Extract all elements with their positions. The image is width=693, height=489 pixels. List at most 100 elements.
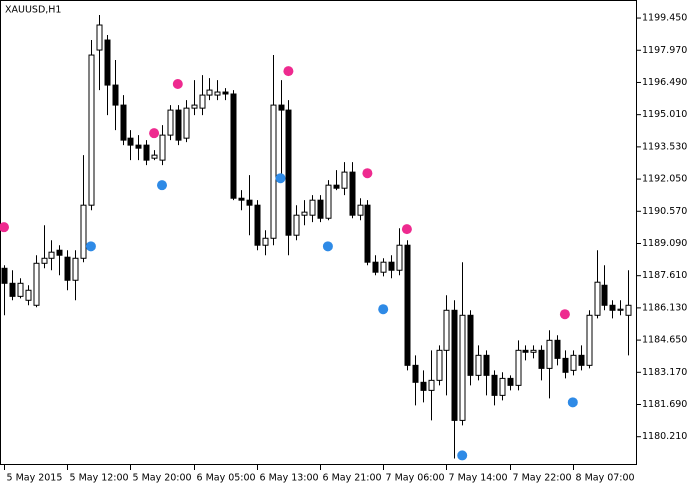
candle-body bbox=[601, 284, 608, 306]
candle-body bbox=[570, 354, 577, 371]
x-tick-label: 6 May 21:00 bbox=[323, 473, 382, 484]
candle-body bbox=[112, 84, 119, 106]
candle-body bbox=[538, 349, 545, 369]
candle-body bbox=[491, 374, 498, 396]
fractal-dot bbox=[322, 241, 333, 252]
x-tick-label: 8 May 07:00 bbox=[576, 473, 635, 484]
candle-body bbox=[64, 256, 71, 281]
fractal-dot bbox=[283, 66, 294, 77]
candle-body bbox=[325, 184, 332, 219]
candle-body bbox=[404, 244, 411, 366]
candle-body bbox=[222, 91, 229, 95]
candle-body bbox=[72, 257, 79, 281]
candle-body bbox=[278, 104, 285, 111]
y-tick-label: 1184.650 bbox=[642, 335, 687, 346]
candle-body bbox=[388, 261, 395, 271]
candle-body bbox=[349, 171, 356, 216]
candle-body bbox=[262, 237, 269, 246]
fractal-dot bbox=[559, 309, 570, 320]
candle-body bbox=[41, 257, 48, 264]
candle-body bbox=[135, 144, 142, 149]
candle-body bbox=[191, 104, 198, 109]
candle-body bbox=[341, 171, 348, 189]
fractal-dot bbox=[157, 180, 167, 191]
candle-body bbox=[167, 109, 174, 136]
candle-body bbox=[420, 381, 427, 391]
candle-body bbox=[586, 314, 593, 366]
x-tick-label: 5 May 20:00 bbox=[133, 473, 192, 484]
candle-body bbox=[25, 289, 32, 301]
candle-body bbox=[285, 109, 292, 236]
fractal-dot bbox=[567, 397, 578, 408]
candle-body bbox=[459, 314, 466, 421]
fractal-dot bbox=[401, 224, 412, 235]
x-tick-label: 5 May 12:00 bbox=[70, 473, 129, 484]
candle-body bbox=[88, 54, 95, 206]
candle-body bbox=[578, 354, 585, 366]
fractal-dot bbox=[457, 450, 468, 461]
x-tick-label: 7 May 22:00 bbox=[513, 473, 572, 484]
y-tick-label: 1183.170 bbox=[642, 367, 687, 378]
candle-body bbox=[151, 154, 158, 159]
candle-body bbox=[1, 267, 8, 284]
candle-body bbox=[467, 314, 474, 376]
candle-body bbox=[428, 379, 435, 391]
chart-title: XAUUSD,H1 bbox=[5, 5, 61, 16]
candle-body bbox=[56, 249, 63, 256]
candle-body bbox=[9, 282, 16, 297]
y-tick-label: 1193.530 bbox=[642, 141, 687, 152]
candle-body bbox=[206, 89, 213, 96]
candle-body bbox=[309, 199, 316, 216]
y-tick-label: 1199.450 bbox=[642, 13, 687, 24]
candle-body bbox=[254, 204, 261, 246]
candle-body bbox=[475, 354, 482, 376]
candle-body bbox=[617, 308, 624, 311]
candle-body bbox=[357, 204, 364, 216]
candle-body bbox=[183, 107, 190, 139]
candle-body bbox=[159, 134, 166, 161]
y-tick-label: 1180.210 bbox=[642, 431, 687, 442]
x-tick-label: 7 May 14:00 bbox=[449, 473, 508, 484]
candle-body bbox=[120, 104, 127, 141]
candle-body bbox=[451, 309, 458, 421]
fractal-dot bbox=[149, 128, 160, 139]
candle-body bbox=[522, 349, 529, 353]
candle-body bbox=[546, 339, 553, 369]
candle-body bbox=[127, 137, 134, 146]
x-tick-label: 5 May 2015 bbox=[7, 473, 63, 484]
candle-body bbox=[104, 39, 111, 86]
y-tick-label: 1192.050 bbox=[642, 174, 687, 185]
candle-body bbox=[625, 304, 632, 316]
candle-body bbox=[562, 357, 569, 373]
x-tick-label: 6 May 13:00 bbox=[260, 473, 319, 484]
y-tick-label: 1187.610 bbox=[642, 270, 687, 281]
candle-body bbox=[515, 349, 522, 386]
fractal-dot bbox=[0, 222, 9, 233]
candle-body bbox=[594, 281, 601, 316]
candle-body bbox=[96, 24, 103, 51]
y-tick-label: 1189.090 bbox=[642, 238, 687, 249]
candle-body bbox=[380, 261, 387, 273]
candle-body bbox=[396, 244, 403, 271]
y-tick-label: 1195.010 bbox=[642, 109, 687, 120]
fractal-dot bbox=[362, 168, 373, 179]
candle-body bbox=[238, 197, 245, 201]
candle-body bbox=[293, 214, 300, 236]
candle-body bbox=[246, 199, 253, 206]
candle-body bbox=[364, 204, 371, 263]
candle-body bbox=[175, 109, 182, 141]
y-tick-label: 1196.490 bbox=[642, 77, 687, 88]
plot-frame bbox=[0, 0, 637, 465]
candle-body bbox=[333, 184, 340, 189]
y-tick-label: 1186.130 bbox=[642, 302, 687, 313]
x-tick-label: 6 May 05:00 bbox=[197, 473, 256, 484]
candle-body bbox=[214, 91, 221, 96]
fractal-dot bbox=[85, 241, 96, 252]
candle-body bbox=[317, 199, 324, 219]
y-tick-label: 1190.570 bbox=[642, 206, 687, 217]
fractal-dot bbox=[275, 173, 286, 184]
candle-body bbox=[17, 282, 24, 297]
candle-body bbox=[443, 309, 450, 351]
fractal-dot bbox=[172, 78, 183, 89]
